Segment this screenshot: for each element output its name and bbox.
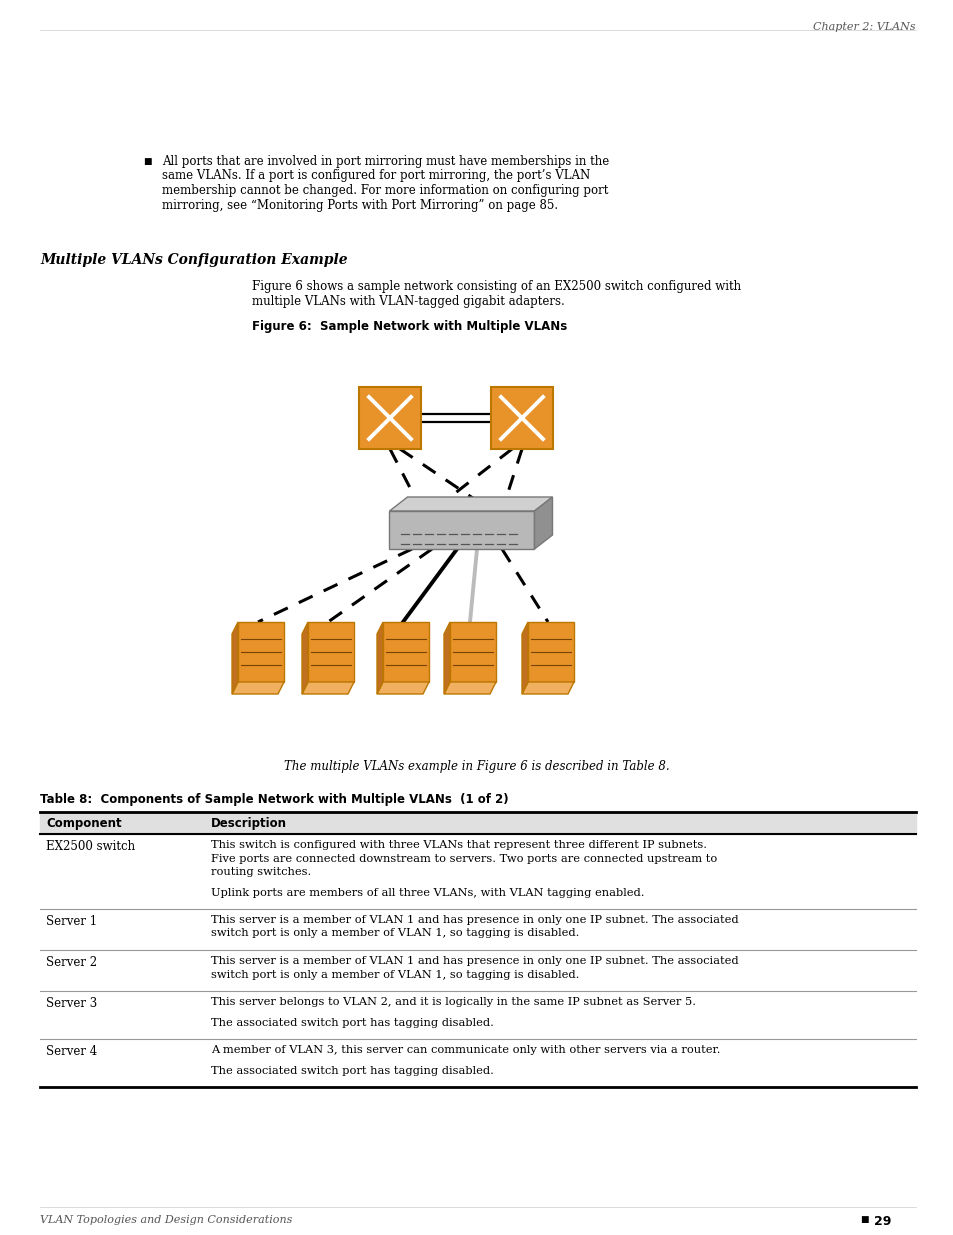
Polygon shape xyxy=(527,622,574,682)
Polygon shape xyxy=(237,622,284,682)
Text: A member of VLAN 3, this server can communicate only with other servers via a ro: A member of VLAN 3, this server can comm… xyxy=(211,1045,720,1055)
Polygon shape xyxy=(302,682,354,694)
Polygon shape xyxy=(232,682,284,694)
Text: switch port is only a member of VLAN 1, so tagging is disabled.: switch port is only a member of VLAN 1, … xyxy=(211,969,578,979)
Text: The associated switch port has tagging disabled.: The associated switch port has tagging d… xyxy=(211,1018,494,1028)
Bar xyxy=(491,387,553,450)
Polygon shape xyxy=(376,622,382,694)
Text: membership cannot be changed. For more information on configuring port: membership cannot be changed. For more i… xyxy=(162,184,608,198)
Text: Server 3: Server 3 xyxy=(46,997,97,1010)
Polygon shape xyxy=(521,622,527,694)
Polygon shape xyxy=(534,496,552,550)
Polygon shape xyxy=(376,682,429,694)
Text: Server 1: Server 1 xyxy=(46,915,97,927)
Polygon shape xyxy=(308,622,354,682)
Text: routing switches.: routing switches. xyxy=(211,867,311,877)
Text: Multiple VLANs Configuration Example: Multiple VLANs Configuration Example xyxy=(40,253,347,267)
Text: All ports that are involved in port mirroring must have memberships in the: All ports that are involved in port mirr… xyxy=(162,156,609,168)
Polygon shape xyxy=(382,622,429,682)
Polygon shape xyxy=(389,496,552,511)
Polygon shape xyxy=(443,682,496,694)
Polygon shape xyxy=(450,622,496,682)
Polygon shape xyxy=(232,622,237,694)
Text: multiple VLANs with VLAN-tagged gigabit adapters.: multiple VLANs with VLAN-tagged gigabit … xyxy=(252,295,564,308)
Text: This switch is configured with three VLANs that represent three different IP sub: This switch is configured with three VLA… xyxy=(211,840,706,850)
Text: Five ports are connected downstream to servers. Two ports are connected upstream: Five ports are connected downstream to s… xyxy=(211,853,717,863)
Text: Server 2: Server 2 xyxy=(46,956,97,969)
Text: Figure 6:  Sample Network with Multiple VLANs: Figure 6: Sample Network with Multiple V… xyxy=(252,320,567,333)
Polygon shape xyxy=(302,622,308,694)
Text: same VLANs. If a port is configured for port mirroring, the port’s VLAN: same VLANs. If a port is configured for … xyxy=(162,169,590,183)
Text: Description: Description xyxy=(211,818,287,830)
Text: switch port is only a member of VLAN 1, so tagging is disabled.: switch port is only a member of VLAN 1, … xyxy=(211,929,578,939)
Text: ■: ■ xyxy=(143,157,152,165)
Polygon shape xyxy=(389,511,534,550)
Text: Component: Component xyxy=(46,818,121,830)
Text: Table 8:  Components of Sample Network with Multiple VLANs  (1 of 2): Table 8: Components of Sample Network wi… xyxy=(40,793,508,806)
Text: VLAN Topologies and Design Considerations: VLAN Topologies and Design Consideration… xyxy=(40,1215,292,1225)
Text: This server is a member of VLAN 1 and has presence in only one IP subnet. The as: This server is a member of VLAN 1 and ha… xyxy=(211,915,738,925)
Text: This server belongs to VLAN 2, and it is logically in the same IP subnet as Serv: This server belongs to VLAN 2, and it is… xyxy=(211,997,696,1007)
Text: Chapter 2: VLANs: Chapter 2: VLANs xyxy=(813,22,915,32)
Polygon shape xyxy=(443,622,450,694)
Text: mirroring, see “Monitoring Ports with Port Mirroring” on page 85.: mirroring, see “Monitoring Ports with Po… xyxy=(162,199,558,211)
Text: This server is a member of VLAN 1 and has presence in only one IP subnet. The as: This server is a member of VLAN 1 and ha… xyxy=(211,956,738,966)
Text: EX2500 switch: EX2500 switch xyxy=(46,840,135,853)
Text: Uplink ports are members of all three VLANs, with VLAN tagging enabled.: Uplink ports are members of all three VL… xyxy=(211,888,644,898)
Text: The associated switch port has tagging disabled.: The associated switch port has tagging d… xyxy=(211,1066,494,1076)
Text: The multiple VLANs example in Figure 6 is described in Table 8.: The multiple VLANs example in Figure 6 i… xyxy=(284,760,669,773)
Text: ■: ■ xyxy=(859,1215,867,1224)
Text: 29: 29 xyxy=(873,1215,890,1228)
Polygon shape xyxy=(521,682,574,694)
Bar xyxy=(358,387,420,450)
Text: Server 4: Server 4 xyxy=(46,1045,97,1058)
Text: Figure 6 shows a sample network consisting of an EX2500 switch configured with: Figure 6 shows a sample network consisti… xyxy=(252,280,740,293)
